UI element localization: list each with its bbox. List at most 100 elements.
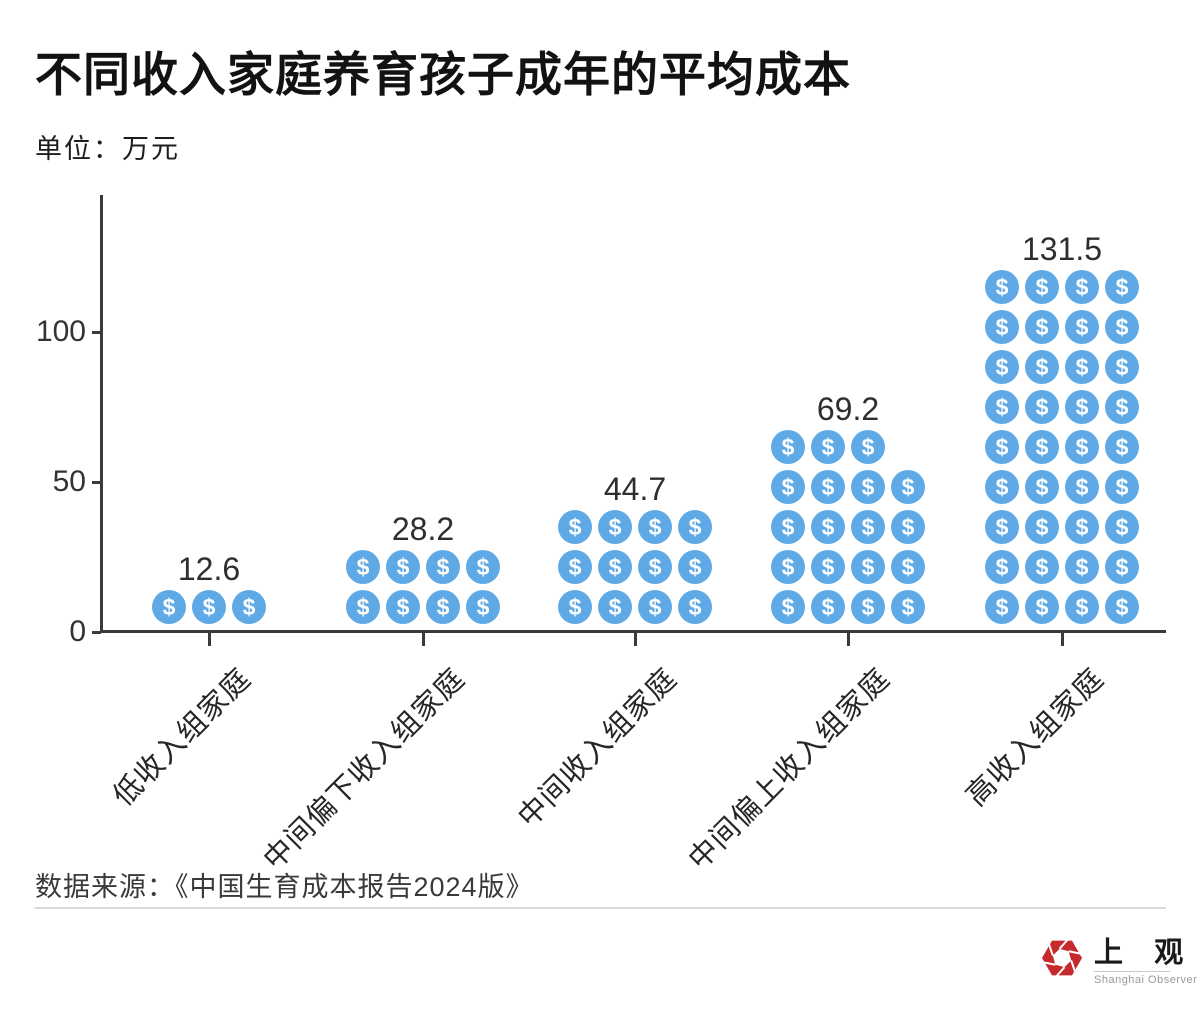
dollar-coin-icon: $	[638, 550, 672, 584]
dollar-coin-icon: $	[1025, 510, 1059, 544]
dollar-coin-icon: $	[1025, 590, 1059, 624]
dollar-coin-icon: $	[771, 550, 805, 584]
dollar-coin-icon: $	[386, 590, 420, 624]
dollar-coin-icon: $	[985, 430, 1019, 464]
dollar-coin-icon: $	[851, 470, 885, 504]
dollar-coin-icon: $	[1105, 350, 1139, 384]
dollar-coin-icon: $	[638, 510, 672, 544]
value-label: 44.7	[603, 471, 667, 507]
dollar-coin-icon: $	[678, 550, 712, 584]
dollar-coin-icon: $	[638, 590, 672, 624]
y-axis-tick	[92, 331, 101, 334]
logo-rule	[1094, 971, 1170, 972]
dollar-coin-icon: $	[1025, 430, 1059, 464]
dollar-coin-icon: $	[771, 430, 805, 464]
dollar-coin-icon: $	[985, 510, 1019, 544]
dollar-coin-icon: $	[1065, 270, 1099, 304]
dollar-coin-icon: $	[346, 550, 380, 584]
dollar-coin-icon: $	[466, 550, 500, 584]
dollar-coin-icon: $	[598, 510, 632, 544]
category-label: 中间收入组家庭	[512, 662, 684, 834]
dollar-coin-icon: $	[771, 510, 805, 544]
dollar-coin-icon: $	[1105, 270, 1139, 304]
dollar-coin-icon: $	[232, 590, 266, 624]
dollar-coin-icon: $	[851, 550, 885, 584]
dollar-coin-icon: $	[558, 590, 592, 624]
dollar-coin-icon: $	[426, 590, 460, 624]
dollar-coin-icon: $	[152, 590, 186, 624]
dollar-coin-icon: $	[1025, 350, 1059, 384]
dollar-coin-icon: $	[985, 390, 1019, 424]
y-tick-label: 50	[52, 465, 86, 498]
dollar-coin-icon: $	[1025, 390, 1059, 424]
dollar-coin-icon: $	[771, 590, 805, 624]
dollar-coin-icon: $	[1065, 350, 1099, 384]
dollar-coin-icon: $	[346, 590, 380, 624]
dollar-coin-icon: $	[1025, 470, 1059, 504]
dollar-coin-icon: $	[1065, 470, 1099, 504]
dollar-coin-icon: $	[851, 510, 885, 544]
x-axis-line	[100, 630, 1166, 633]
dollar-coin-icon: $	[1105, 590, 1139, 624]
dollar-coin-icon: $	[598, 590, 632, 624]
dollar-coin-icon: $	[558, 510, 592, 544]
value-label: 69.2	[816, 391, 880, 427]
dollar-coin-icon: $	[1065, 550, 1099, 584]
dollar-coin-icon: $	[851, 590, 885, 624]
dollar-coin-icon: $	[1025, 270, 1059, 304]
x-axis-tick	[634, 632, 637, 646]
dollar-coin-icon: $	[1065, 430, 1099, 464]
dollar-coin-icon: $	[1105, 550, 1139, 584]
y-tick-label: 100	[35, 315, 86, 348]
dollar-coin-icon: $	[891, 550, 925, 584]
dollar-coin-icon: $	[1105, 430, 1139, 464]
dollar-coin-icon: $	[678, 590, 712, 624]
dollar-coin-icon: $	[386, 550, 420, 584]
dollar-coin-icon: $	[891, 470, 925, 504]
dollar-coin-icon: $	[1065, 310, 1099, 344]
dollar-coin-icon: $	[466, 590, 500, 624]
dollar-coin-icon: $	[1105, 510, 1139, 544]
dollar-coin-icon: $	[1065, 390, 1099, 424]
dollar-coin-icon: $	[1025, 550, 1059, 584]
dollar-coin-icon: $	[192, 590, 226, 624]
chart-title: 不同收入家庭养育孩子成年的平均成本	[35, 48, 851, 101]
category-label: 低收入组家庭	[107, 662, 258, 813]
logo-en-wordmark: Shanghai Observer	[1094, 974, 1198, 986]
dollar-coin-icon: $	[1065, 590, 1099, 624]
x-axis-tick	[847, 632, 850, 646]
dollar-coin-icon: $	[985, 310, 1019, 344]
unit-label: 单位：万元	[35, 134, 180, 164]
x-axis-tick	[208, 632, 211, 646]
value-label: 12.6	[177, 551, 241, 587]
category-label: 中间偏下收入组家庭	[257, 662, 472, 877]
footer-divider	[35, 907, 1166, 909]
value-label: 28.2	[391, 511, 455, 547]
dollar-coin-icon: $	[811, 510, 845, 544]
dollar-coin-icon: $	[1025, 310, 1059, 344]
dollar-coin-icon: $	[811, 430, 845, 464]
dollar-coin-icon: $	[891, 590, 925, 624]
dollar-coin-icon: $	[985, 470, 1019, 504]
y-tick-label: 0	[69, 615, 86, 648]
x-axis-tick	[422, 632, 425, 646]
category-label: 高收入组家庭	[960, 662, 1111, 813]
dollar-coin-icon: $	[985, 270, 1019, 304]
dollar-coin-icon: $	[985, 550, 1019, 584]
y-axis-line	[100, 195, 103, 633]
dollar-coin-icon: $	[598, 550, 632, 584]
logo-text: 上 观 Shanghai Observer	[1094, 937, 1197, 986]
logo-cn-wordmark: 上 观	[1094, 937, 1196, 969]
y-axis-tick	[92, 481, 101, 484]
dollar-coin-icon: $	[678, 510, 712, 544]
dollar-coin-icon: $	[558, 550, 592, 584]
dollar-coin-icon: $	[1105, 390, 1139, 424]
source-note: 数据来源：《中国生育成本报告2024版》	[35, 872, 534, 902]
dollar-coin-icon: $	[811, 590, 845, 624]
dollar-coin-icon: $	[851, 430, 885, 464]
dollar-coin-icon: $	[985, 590, 1019, 624]
dollar-coin-icon: $	[1105, 310, 1139, 344]
dollar-coin-icon: $	[985, 350, 1019, 384]
dollar-coin-icon: $	[771, 470, 805, 504]
x-axis-tick	[1061, 632, 1064, 646]
